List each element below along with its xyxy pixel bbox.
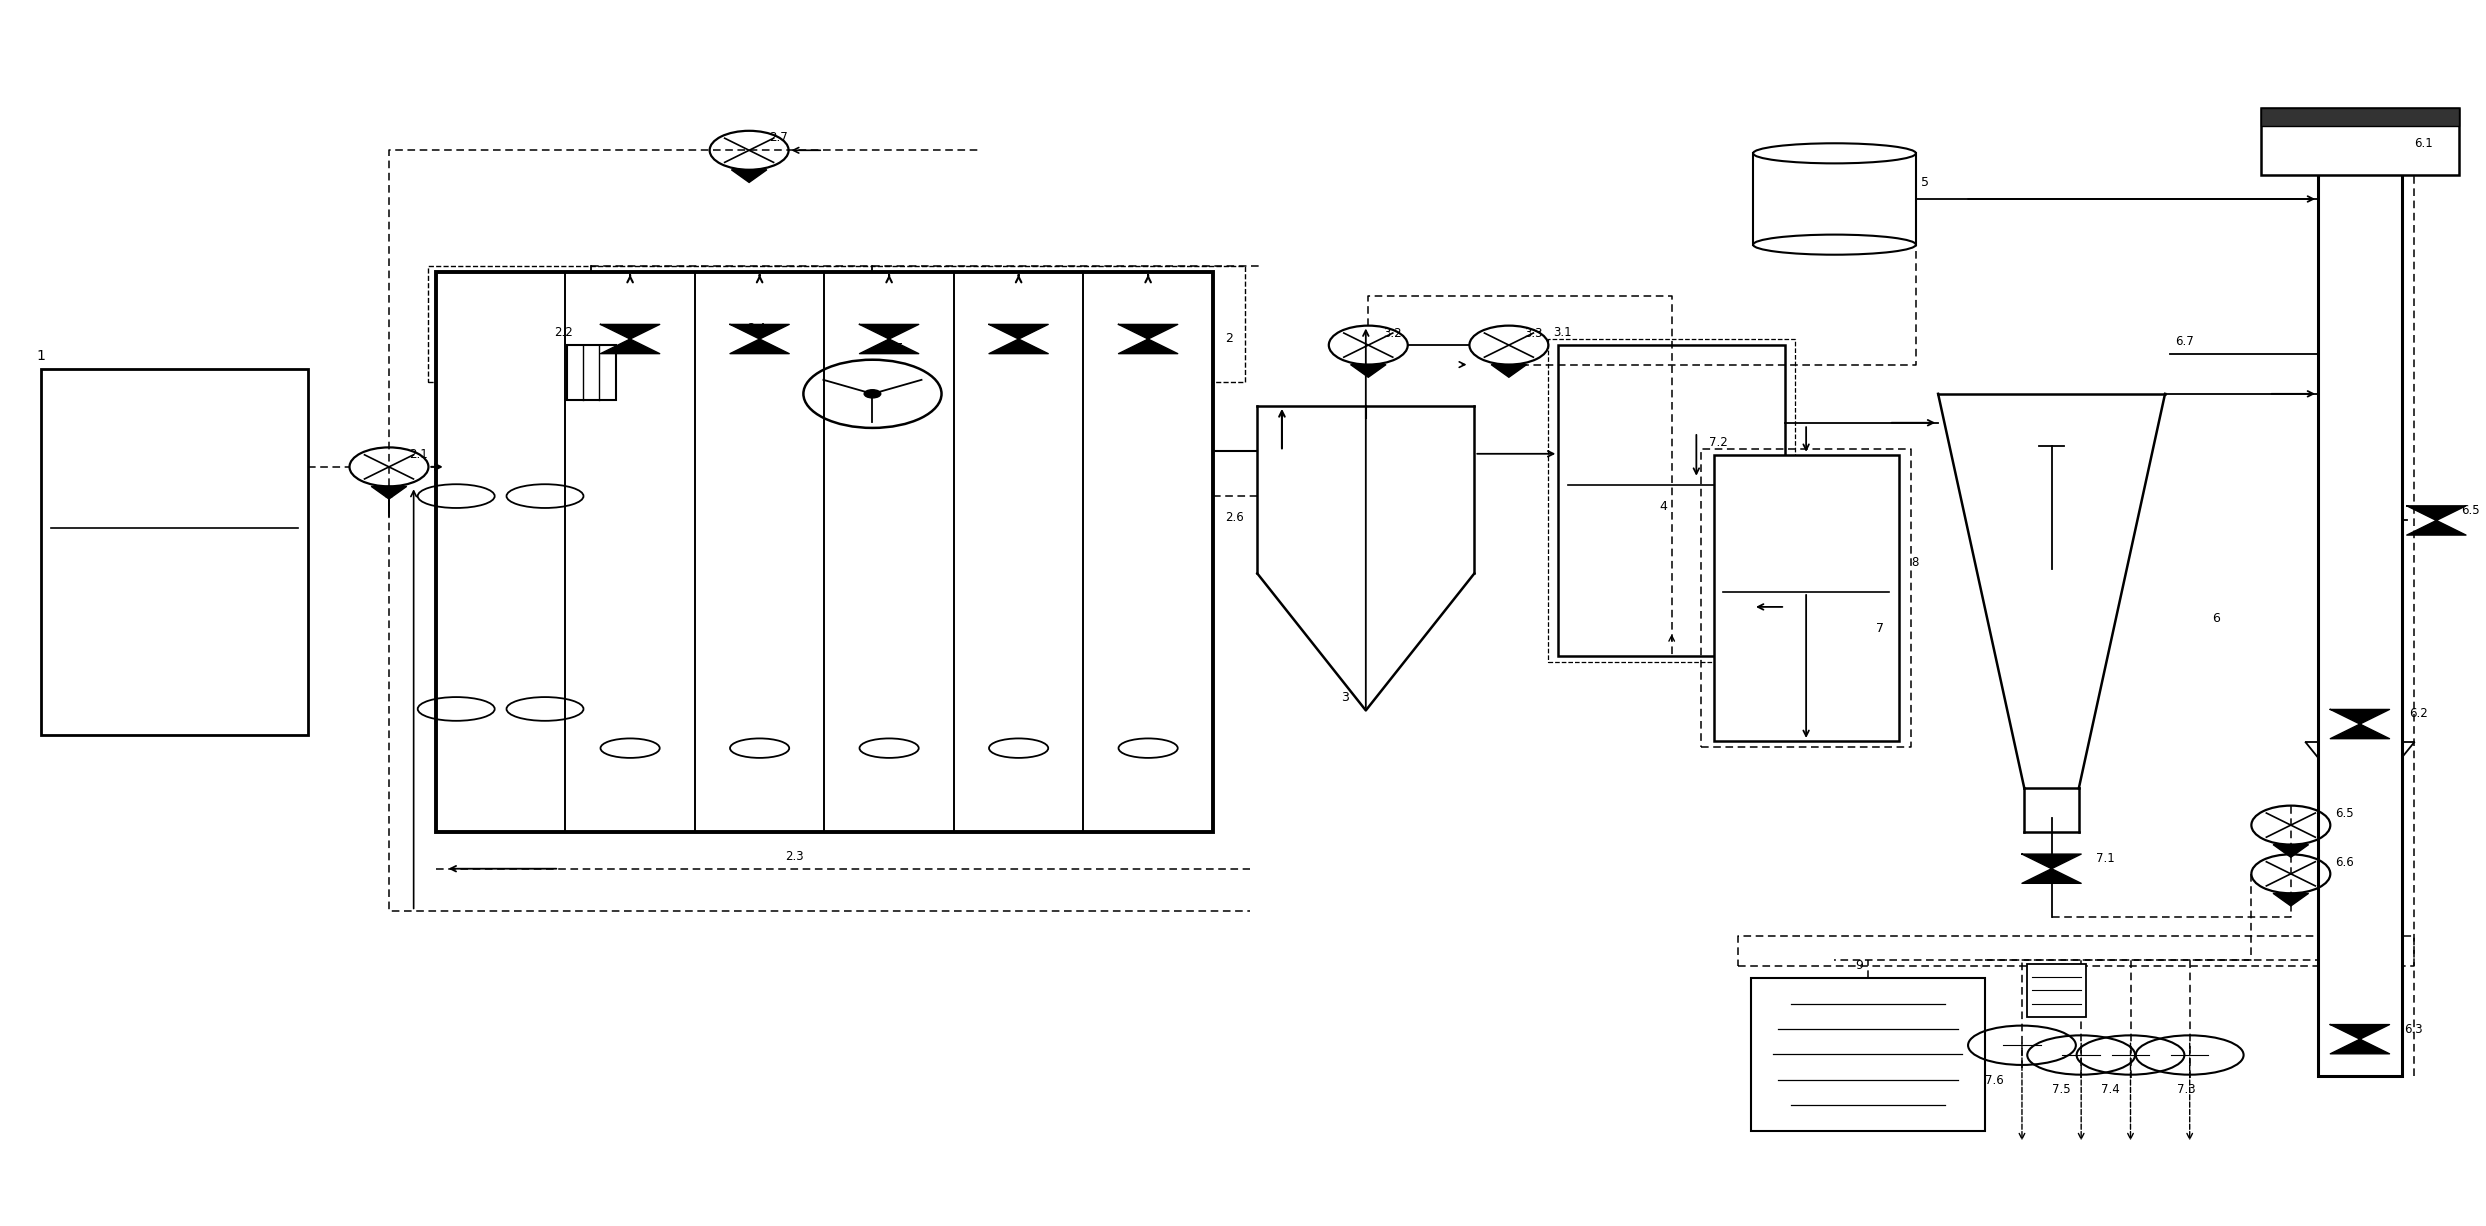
Polygon shape <box>731 325 788 353</box>
Text: 4: 4 <box>1658 499 1668 512</box>
Text: 7.1: 7.1 <box>2096 852 2116 866</box>
Bar <box>2262 108 2459 174</box>
Text: 7.3: 7.3 <box>2178 1084 2195 1096</box>
Polygon shape <box>731 169 766 183</box>
Polygon shape <box>370 487 408 499</box>
Text: 6.5: 6.5 <box>2461 504 2479 517</box>
Text: 1: 1 <box>37 349 45 363</box>
Polygon shape <box>2272 845 2309 857</box>
Text: 7.6: 7.6 <box>1984 1074 2004 1086</box>
Text: 7.5: 7.5 <box>2051 1084 2071 1096</box>
Text: 6.2: 6.2 <box>2409 707 2429 721</box>
Bar <box>2026 964 2086 1018</box>
Text: 2.1: 2.1 <box>408 447 428 461</box>
Polygon shape <box>2329 710 2389 738</box>
Text: 2.2: 2.2 <box>554 326 572 340</box>
Text: 9: 9 <box>1855 959 1864 972</box>
Bar <box>567 345 617 400</box>
Bar <box>1549 340 1795 662</box>
Polygon shape <box>2329 1025 2389 1054</box>
Circle shape <box>865 390 880 398</box>
Text: 6.6: 6.6 <box>2334 856 2354 869</box>
Bar <box>2262 108 2459 126</box>
Text: 3.3: 3.3 <box>1524 327 1541 341</box>
Text: 2: 2 <box>1226 332 1233 345</box>
Bar <box>42 369 308 734</box>
Polygon shape <box>989 325 1049 353</box>
Text: 6: 6 <box>2213 612 2220 625</box>
Polygon shape <box>2406 506 2466 535</box>
Text: 6.3: 6.3 <box>2404 1022 2424 1036</box>
Text: 8: 8 <box>1912 557 1919 569</box>
Text: 6.7: 6.7 <box>2175 335 2193 348</box>
Polygon shape <box>2272 894 2309 906</box>
Text: 7.2: 7.2 <box>1708 435 1728 449</box>
Text: 2.7: 2.7 <box>768 131 788 145</box>
Text: 2.4: 2.4 <box>748 322 766 336</box>
Bar <box>1559 345 1785 656</box>
Text: 5: 5 <box>1922 177 1929 189</box>
Bar <box>1750 978 1984 1130</box>
Polygon shape <box>2021 855 2081 883</box>
Text: 7: 7 <box>1877 622 1884 635</box>
Bar <box>2317 151 2401 1075</box>
Text: 7.4: 7.4 <box>2101 1084 2121 1096</box>
Text: 3: 3 <box>1340 691 1350 704</box>
Bar <box>428 266 1245 381</box>
Polygon shape <box>1492 364 1526 378</box>
Polygon shape <box>860 325 920 353</box>
Text: 3.1: 3.1 <box>1554 326 1571 340</box>
Bar <box>435 272 1213 832</box>
Polygon shape <box>602 325 659 353</box>
Text: 2.5: 2.5 <box>885 342 902 354</box>
Text: 6.1: 6.1 <box>2414 137 2434 151</box>
Bar <box>1713 455 1899 741</box>
Polygon shape <box>1350 364 1387 378</box>
Text: 6.5: 6.5 <box>2334 807 2354 820</box>
Text: 2.6: 2.6 <box>1226 511 1243 524</box>
Text: 2.3: 2.3 <box>786 850 803 863</box>
Text: 3.2: 3.2 <box>1382 327 1402 341</box>
Polygon shape <box>1119 325 1178 353</box>
